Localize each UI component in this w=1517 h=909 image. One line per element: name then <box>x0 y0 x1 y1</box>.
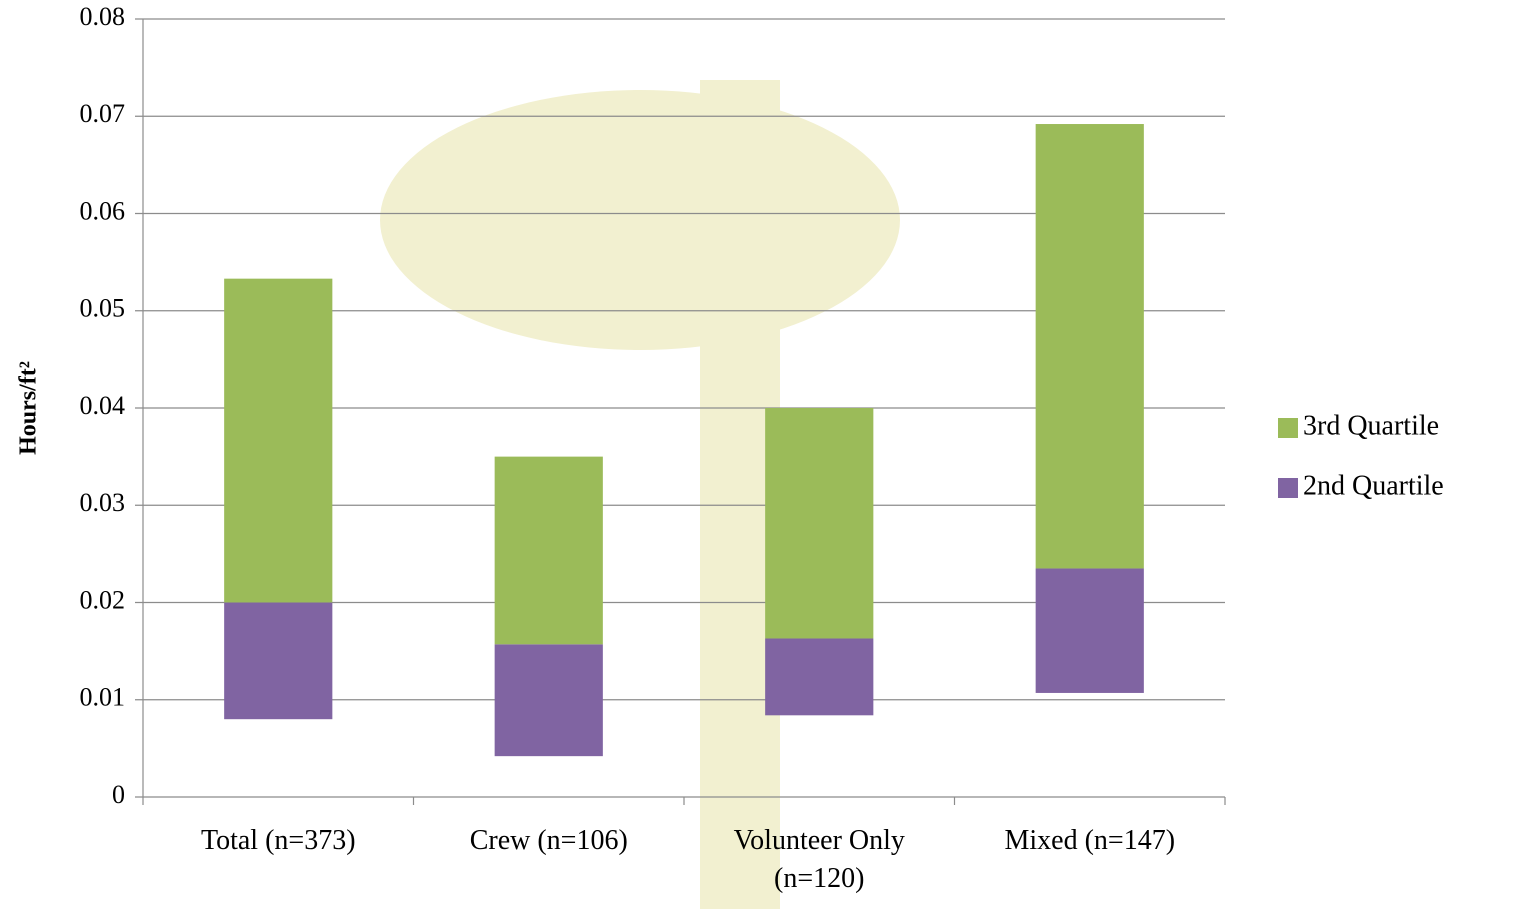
bar-segment <box>494 644 603 757</box>
bar-segment <box>1035 568 1144 693</box>
x-tick-label: Total (n=373) <box>200 825 356 856</box>
bar-offset <box>1036 693 1144 797</box>
y-tick-label: 0.04 <box>80 391 126 420</box>
bar-segment <box>224 278 333 603</box>
y-tick-label: 0 <box>112 780 125 809</box>
y-axis-label: Hours/ft² <box>16 361 42 455</box>
y-tick-label: 0.07 <box>80 99 126 128</box>
bar-segment <box>765 408 874 639</box>
x-tick-label: Volunteer Only (n=120) <box>733 825 905 894</box>
y-tick-label: 0.06 <box>80 196 126 225</box>
bar-segment <box>1035 124 1144 569</box>
legend-swatch <box>1278 418 1298 438</box>
y-tick-label: 0.05 <box>80 294 126 323</box>
bar-segment <box>494 456 603 645</box>
legend-label: 2nd Quartile <box>1303 470 1444 501</box>
x-tick-label: Crew (n=106) <box>469 825 628 856</box>
bar-offset <box>495 756 603 797</box>
bar-offset <box>765 715 873 797</box>
x-tick-label: Mixed (n=147) <box>1004 825 1176 856</box>
y-tick-label: 0.03 <box>80 488 126 517</box>
legend-swatch <box>1278 478 1298 498</box>
bar-offset <box>224 719 332 797</box>
y-tick-label: 0.08 <box>80 2 126 31</box>
y-tick-label: 0.01 <box>80 683 126 712</box>
bar-segment <box>224 602 333 720</box>
y-tick-label: 0.02 <box>80 585 126 614</box>
legend-label: 3rd Quartile <box>1303 410 1439 441</box>
bar-segment <box>765 638 874 716</box>
